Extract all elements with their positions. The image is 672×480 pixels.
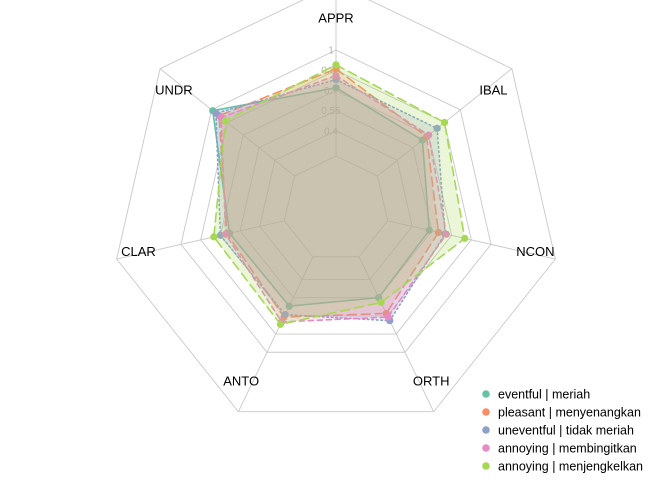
legend-item: pleasant | menyenangkan bbox=[482, 405, 641, 419]
grid-spoke bbox=[237, 256, 314, 412]
grid-ring bbox=[239, 110, 433, 299]
legend-label: pleasant | menyenangkan bbox=[498, 405, 641, 419]
series-group bbox=[210, 61, 469, 328]
data-point bbox=[276, 320, 285, 328]
tick-label: 0.55 bbox=[321, 106, 341, 117]
legend-item: eventful | meriah bbox=[482, 387, 590, 401]
series-line bbox=[211, 86, 431, 307]
data-point bbox=[332, 71, 340, 80]
series-line bbox=[220, 74, 448, 323]
data-point bbox=[221, 117, 229, 125]
data-point bbox=[461, 234, 469, 242]
grid-ring bbox=[259, 130, 413, 280]
legend-item: annoying | membingitkan bbox=[482, 441, 637, 455]
legend-marker bbox=[482, 444, 490, 452]
legend-item: uneventful | tidak meriah bbox=[482, 423, 634, 437]
axis-label: IBAL bbox=[479, 82, 507, 97]
grid-spoke bbox=[387, 220, 556, 260]
grid-spoke bbox=[358, 256, 435, 412]
series-area bbox=[221, 75, 447, 322]
series-area bbox=[212, 87, 430, 307]
axis-labels: APPR IBAL NCON ORTH ANTO CLAR UNDR bbox=[121, 11, 554, 389]
legend-label: annoying | menjengkelkan bbox=[498, 459, 643, 473]
data-point bbox=[212, 109, 220, 117]
legend-marker bbox=[482, 426, 490, 434]
data-point bbox=[433, 124, 441, 132]
data-point bbox=[442, 230, 450, 238]
legend-marker bbox=[482, 462, 490, 470]
series-group bbox=[217, 71, 450, 326]
grid-ring bbox=[200, 69, 472, 335]
series-line bbox=[212, 63, 466, 326]
series-area bbox=[219, 68, 439, 318]
data-point bbox=[285, 302, 293, 310]
series-line bbox=[215, 78, 446, 322]
legend-label: eventful | meriah bbox=[498, 387, 590, 401]
tick-label: 0.4 bbox=[324, 126, 338, 137]
data-point bbox=[222, 230, 230, 238]
series-group bbox=[209, 84, 433, 310]
data-point bbox=[434, 228, 443, 236]
data-point bbox=[281, 311, 289, 319]
data-point bbox=[425, 131, 433, 139]
grid-ring bbox=[116, 0, 556, 413]
grid-ring bbox=[180, 49, 492, 353]
series-line bbox=[218, 67, 440, 318]
axis-label: NCON bbox=[516, 244, 554, 259]
legend-label: annoying | membingitkan bbox=[498, 441, 637, 455]
series-area bbox=[215, 79, 446, 321]
series-layer bbox=[209, 61, 469, 328]
legend: eventful | meriah pleasant | menyenangkan… bbox=[482, 387, 643, 473]
axis-label: CLAR bbox=[121, 244, 156, 259]
series-group bbox=[215, 65, 443, 321]
grid-spoke bbox=[116, 220, 285, 260]
data-point bbox=[210, 233, 218, 241]
axis-label: ORTH bbox=[413, 374, 450, 389]
tick-label: 0.7 bbox=[324, 86, 338, 97]
legend-marker bbox=[482, 390, 490, 398]
data-point bbox=[377, 298, 385, 307]
data-point bbox=[384, 313, 392, 321]
legend-label: uneventful | tidak meriah bbox=[498, 423, 634, 437]
grid-ring bbox=[283, 155, 389, 258]
axis-label: ANTO bbox=[223, 374, 259, 389]
axis-label: UNDR bbox=[155, 82, 193, 97]
data-point bbox=[332, 61, 340, 69]
data-point bbox=[332, 84, 340, 92]
legend-marker bbox=[482, 408, 490, 416]
legend-item: annoying | menjengkelkan bbox=[482, 459, 643, 473]
series-area bbox=[213, 64, 465, 325]
data-point bbox=[440, 118, 449, 127]
data-point bbox=[425, 226, 433, 234]
tick-label: 1 bbox=[328, 46, 334, 57]
axis-label: APPR bbox=[318, 11, 353, 26]
